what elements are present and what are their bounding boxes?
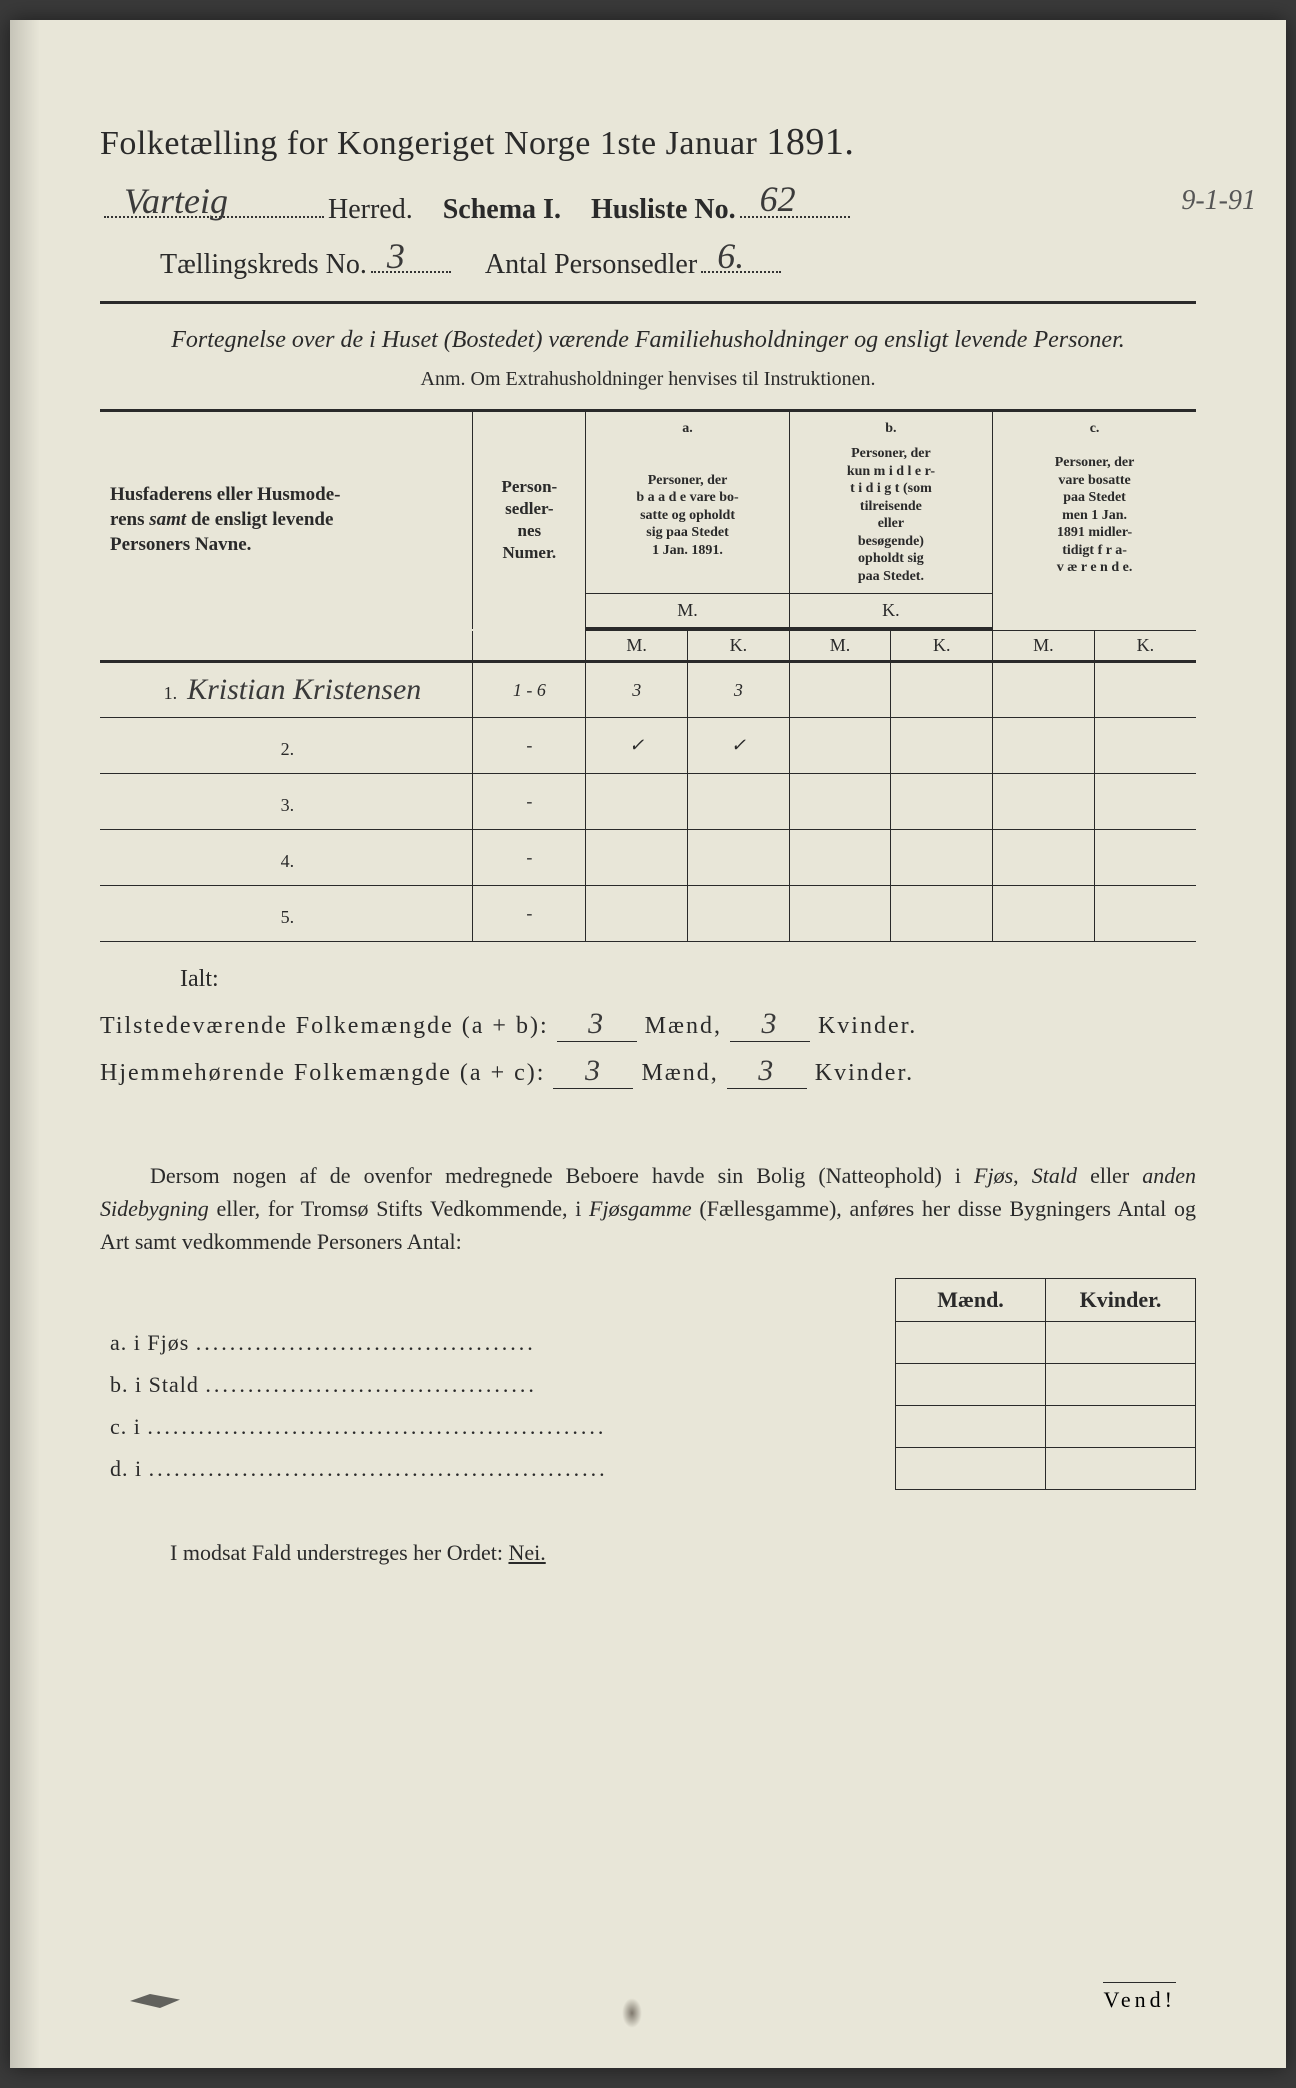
title-year: 1891. [766, 121, 854, 163]
herred-label: Herred. [328, 194, 413, 226]
husliste-value: 62 [760, 178, 796, 220]
table-row: 2.-✓✓ [100, 718, 1196, 774]
schema-label: Schema I. [443, 194, 561, 226]
totals-block: Tilstedeværende Folkemængde (a + b): 3 M… [100, 1007, 1196, 1089]
table-row: 1.Kristian Kristensen1 - 633 [100, 662, 1196, 718]
totals-line2-m: 3 [585, 1054, 602, 1087]
col-c-label: c. [993, 410, 1196, 437]
col-b-text: Personer, derkun m i d l e r-t i d i g t… [789, 437, 992, 594]
col-a-label: a. [586, 410, 789, 437]
mk-maend: Mænd. [896, 1279, 1046, 1322]
building-row: d. i ...................................… [100, 1448, 1196, 1490]
totals-line1-kvinder: Kvinder. [818, 1013, 917, 1040]
title-main: Folketælling for Kongeriget Norge 1ste J… [100, 125, 757, 162]
totals-line2-kvinder: Kvinder. [815, 1060, 914, 1087]
table-row: 3.- [100, 774, 1196, 830]
col-c-text: Personer, dervare bosattepaa Stedetmen 1… [993, 437, 1196, 594]
instructions-paragraph: Dersom nogen af de ovenfor medregnede Be… [100, 1159, 1196, 1258]
totals-line1-k: 3 [761, 1007, 778, 1040]
personsedler-label: Antal Personsedler [485, 249, 697, 281]
household-rows: M. K. M. K. M. K. 1.Kristian Kristensen1… [100, 630, 1196, 942]
ialt-label: Ialt: [180, 966, 1196, 993]
totals-line1-label: Tilstedeværende Folkemængde (a + b): [100, 1013, 549, 1040]
totals-line2-k: 3 [758, 1054, 775, 1087]
totals-line2-maend: Mænd, [641, 1060, 718, 1087]
page-edge-shadow [10, 20, 40, 2068]
col-b-label: b. [789, 410, 992, 437]
table-row: 5.- [100, 886, 1196, 942]
col-a-m: M. [586, 594, 789, 629]
totals-line1-m: 3 [588, 1007, 605, 1040]
kreds-value: 3 [387, 235, 405, 277]
personsedler-value: 6. [717, 235, 744, 277]
herred-value: Varteig [124, 180, 228, 222]
col-header-names: Husfaderens eller Husmode-rens samt de e… [100, 410, 473, 629]
census-form-page: Folketælling for Kongeriget Norge 1ste J… [10, 20, 1286, 2068]
col-header-numer: Person-sedler-nesNumer. [473, 410, 586, 629]
vend-label: Vend! [1103, 1982, 1176, 2013]
household-table: Husfaderens eller Husmode-rens samt de e… [100, 409, 1196, 631]
paper-tear [130, 1994, 180, 2008]
building-table: Mænd. Kvinder. a. i Fjøs ...............… [100, 1278, 1196, 1490]
col-a-k: K. [789, 594, 992, 629]
header-line-2: Tællingskreds No. 3 Antal Personsedler 6… [100, 240, 1196, 282]
building-row: c. i ...................................… [100, 1406, 1196, 1448]
anm-note: Anm. Om Extrahusholdninger henvises til … [100, 368, 1196, 391]
building-row: b. i Stald .............................… [100, 1364, 1196, 1406]
totals-line1-maend: Mænd, [645, 1013, 722, 1040]
totals-line2-label: Hjemmehørende Folkemængde (a + c): [100, 1060, 545, 1087]
col-a-text: Personer, derb a a d e vare bo-satte og … [586, 437, 789, 594]
margin-date: 9-1-91 [1181, 185, 1256, 217]
form-subtitle: Fortegnelse over de i Huset (Bostedet) v… [100, 324, 1196, 358]
header-line-1: Varteig Herred. Schema I. Husliste No. 6… [100, 184, 1196, 226]
mk-kvinder: Kvinder. [1046, 1279, 1196, 1322]
nei-line: I modsat Fald understreges her Ordet: Ne… [100, 1540, 1196, 1566]
form-title: Folketælling for Kongeriget Norge 1ste J… [100, 120, 1196, 164]
paper-stain [622, 1998, 642, 2028]
husliste-label: Husliste No. [591, 194, 736, 226]
building-row: a. i Fjøs ..............................… [100, 1322, 1196, 1364]
kreds-label: Tællingskreds No. [160, 249, 367, 281]
nei-word: Nei. [508, 1540, 545, 1565]
table-row: 4.- [100, 830, 1196, 886]
rule-1 [100, 301, 1196, 304]
